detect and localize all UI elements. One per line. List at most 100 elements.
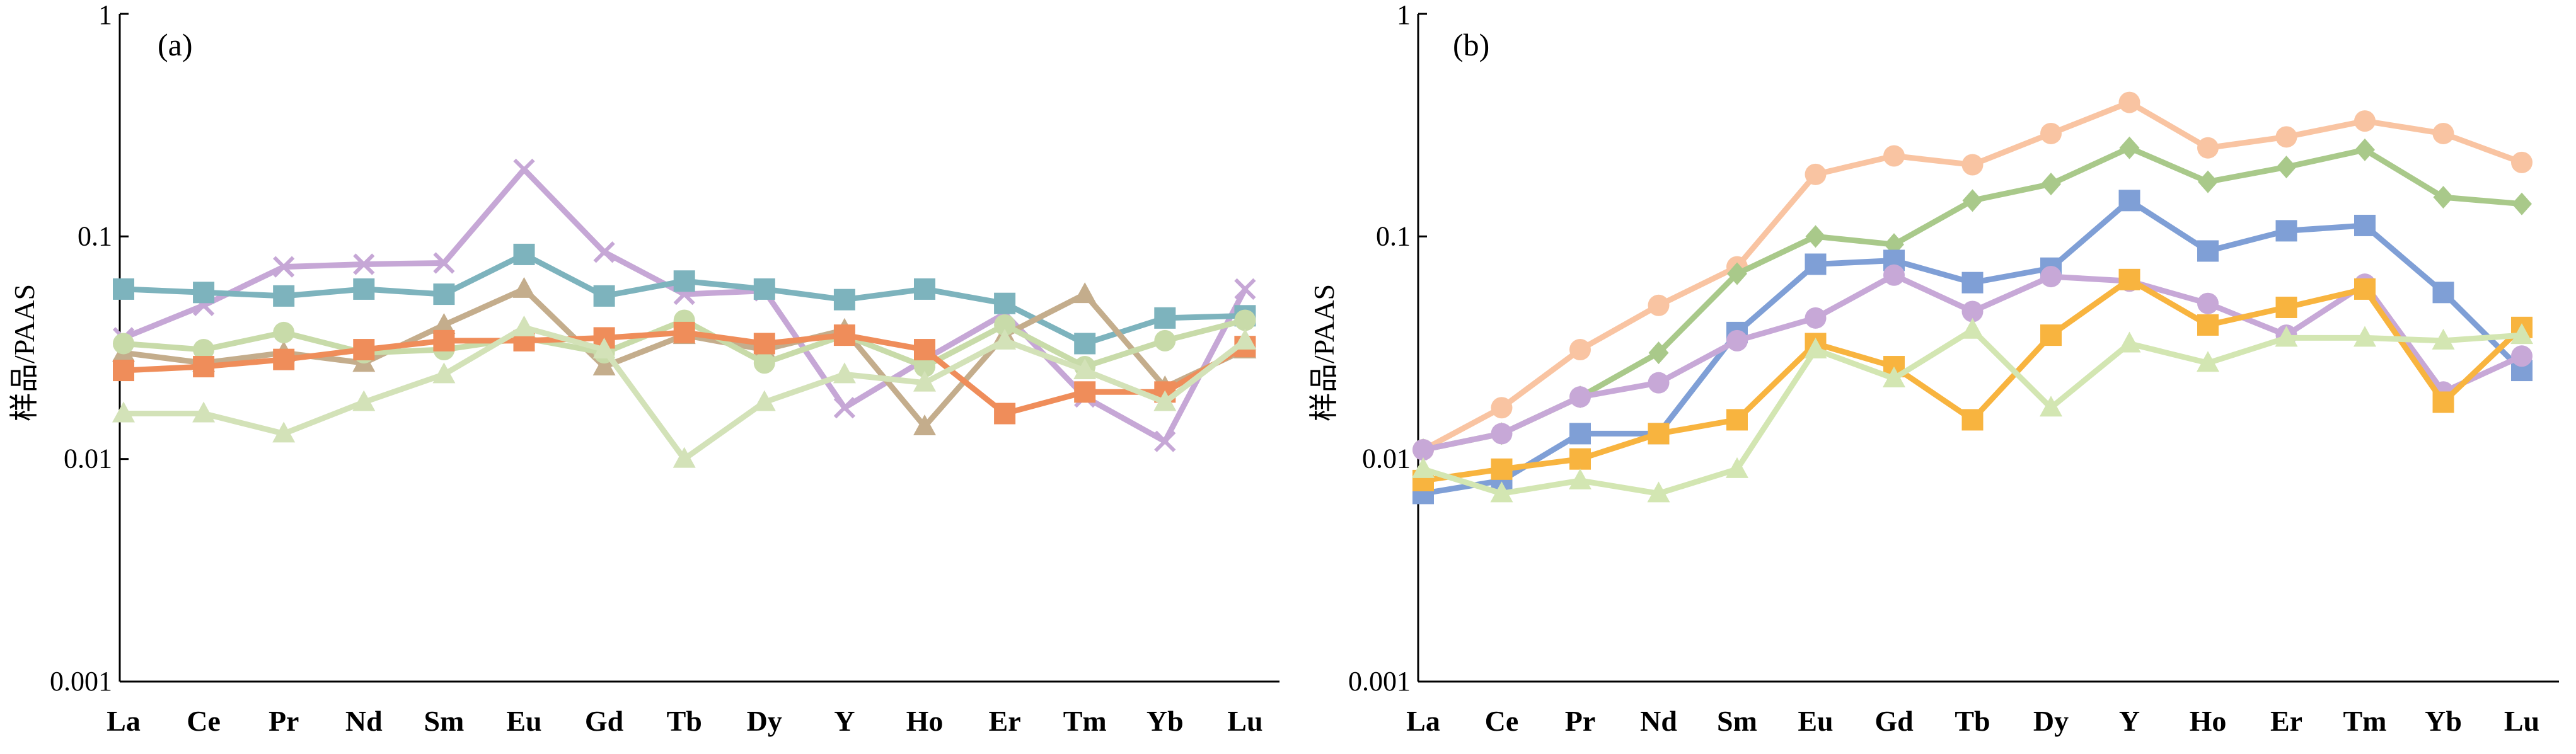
x-tick-label: Lu [2504, 705, 2539, 737]
x-tick-label: Sm [1717, 705, 1757, 737]
data-point [2040, 324, 2062, 346]
data-point [193, 356, 215, 378]
x-tick-label: Pr [269, 705, 299, 737]
y-axis-label: 样品/PAAS [8, 284, 40, 421]
data-point [994, 314, 1016, 336]
data-point [1073, 358, 1097, 380]
data-point [2354, 214, 2376, 236]
data-point [1962, 189, 1983, 212]
data-point [273, 285, 295, 307]
data-point [432, 312, 456, 334]
x-tick-label: Lu [1227, 705, 1262, 737]
x-tick-label: Y [2119, 705, 2140, 737]
data-point [1804, 338, 1827, 359]
data-point [513, 243, 535, 265]
data-point [1805, 163, 1827, 185]
data-point [1569, 386, 1591, 408]
data-point [2197, 351, 2219, 372]
data-point [193, 282, 215, 304]
data-point [353, 278, 375, 300]
data-point [753, 333, 775, 355]
series-6 [112, 315, 1257, 468]
data-point [1648, 294, 1670, 316]
data-point [593, 241, 615, 263]
panel-label: (a) [158, 27, 193, 62]
data-point [2512, 192, 2532, 215]
data-point [432, 362, 456, 384]
x-tick-label: Eu [1798, 705, 1833, 737]
data-point [1491, 397, 1513, 419]
data-point [1726, 457, 1748, 478]
data-point [1726, 409, 1748, 431]
data-point [2355, 138, 2375, 161]
data-point [352, 390, 376, 411]
data-point [2433, 186, 2454, 209]
data-point [2354, 326, 2376, 347]
data-point [113, 278, 134, 300]
data-point [2041, 173, 2061, 196]
x-tick-label: Gd [585, 705, 624, 737]
data-point [193, 339, 215, 361]
data-point [833, 324, 855, 346]
x-tick-label: La [107, 705, 141, 737]
data-point [1961, 271, 1984, 294]
data-point [2432, 122, 2454, 144]
data-point [1647, 481, 1670, 503]
y-tick-label: 1 [1397, 0, 1411, 30]
x-tick-label: Yb [2425, 705, 2462, 737]
data-point [433, 252, 455, 274]
data-point [273, 256, 295, 278]
data-point [1648, 423, 1670, 445]
x-tick-label: Ce [1485, 705, 1519, 737]
data-point [1961, 409, 1984, 431]
data-point [2118, 190, 2140, 212]
data-point [1961, 154, 1984, 176]
data-point [112, 401, 135, 423]
data-point [994, 292, 1016, 314]
data-point [993, 328, 1017, 350]
data-point [1569, 448, 1591, 470]
data-point [512, 315, 536, 336]
data-point [2197, 240, 2219, 262]
data-point [1233, 328, 1257, 350]
x-tick-label: Ho [2190, 705, 2227, 737]
data-point [2118, 268, 2140, 290]
data-point [1961, 317, 1984, 339]
data-point [113, 360, 134, 382]
data-point [673, 321, 695, 343]
data-point [753, 352, 775, 374]
data-point [913, 414, 936, 436]
data-point [1569, 423, 1591, 445]
data-point [2197, 314, 2219, 336]
data-point [1726, 329, 1748, 351]
data-point [592, 338, 616, 359]
x-tick-label: Ho [906, 705, 944, 737]
data-point [1073, 282, 1097, 304]
y-tick-label: 1 [98, 0, 112, 30]
data-point [433, 329, 455, 351]
data-point [1648, 372, 1670, 394]
x-tick-label: Dy [2033, 705, 2069, 737]
data-point [833, 362, 856, 384]
x-tick-label: Tb [1955, 705, 1990, 737]
data-point [1491, 458, 1513, 480]
x-tick-label: Pr [1565, 705, 1596, 737]
y-tick-label: 0.01 [1362, 443, 1411, 474]
data-point [1727, 262, 1747, 285]
x-tick-label: Yb [1146, 705, 1184, 737]
series-1 [1412, 91, 2533, 461]
data-point [1491, 423, 1513, 445]
data-point [2040, 396, 2062, 417]
x-tick-label: Y [834, 705, 855, 737]
data-point [433, 283, 455, 306]
data-point [1074, 381, 1096, 403]
data-point [913, 370, 936, 392]
data-point [1805, 307, 1827, 329]
x-tick-label: Nd [345, 705, 383, 737]
data-point [2511, 345, 2533, 367]
data-point [192, 401, 216, 423]
x-tick-label: Eu [506, 705, 541, 737]
data-point [1961, 300, 1984, 323]
